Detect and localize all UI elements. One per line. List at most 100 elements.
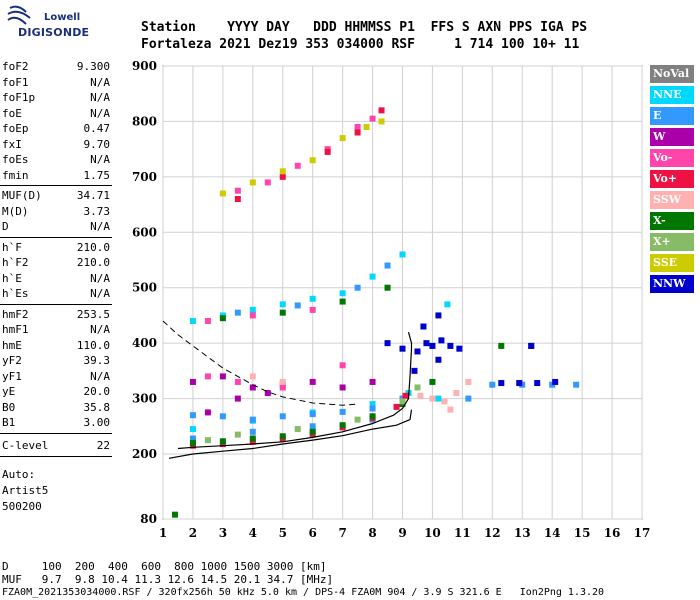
- data-point-e: [249, 428, 256, 435]
- legend-item-x: X+: [650, 233, 694, 251]
- param-name: fxI: [2, 137, 22, 151]
- data-point-ssw: [447, 406, 454, 413]
- auto-line2: Artist5: [2, 483, 49, 497]
- data-point-vo: [249, 312, 256, 319]
- x-tick-label: 5: [279, 526, 287, 540]
- legend-item-e: E: [650, 107, 694, 125]
- param-value: 0.47: [83, 122, 111, 135]
- param-value: N/A: [90, 75, 110, 89]
- x-tick-label: 15: [574, 526, 591, 540]
- data-point-nne: [279, 301, 286, 308]
- param-value: 110.0: [76, 338, 110, 352]
- param-name: foE: [2, 106, 22, 120]
- legend-item-ssw: SSW: [650, 191, 694, 209]
- data-point-ssw: [453, 390, 460, 397]
- data-point-sse: [249, 179, 256, 186]
- data-point-x: [219, 438, 226, 445]
- data-point-x: [309, 428, 316, 435]
- logo-text-lowell: Lowell: [44, 12, 81, 23]
- param-value: 3.00: [83, 416, 111, 429]
- y-tick-label: 500: [132, 281, 157, 295]
- param-yf1: yF1 N/A: [2, 370, 110, 384]
- x-tick-label: 17: [634, 526, 651, 540]
- param-value: 253.5: [76, 307, 110, 321]
- data-point-nnw: [534, 380, 541, 387]
- y-tick-label: 300: [132, 392, 157, 406]
- param-value: 9.300: [76, 60, 110, 73]
- footer-file-info: FZA0M_2021353034000.RSF / 320fx256h 50 k…: [2, 587, 605, 598]
- auto-line3: 500200: [2, 499, 42, 513]
- data-point-vo: [234, 187, 241, 194]
- param-value: 1.75: [83, 168, 111, 182]
- param-foep: foEp 0.47: [2, 122, 110, 136]
- data-point-vo: [234, 196, 241, 203]
- legend-item-vo: Vo+: [650, 170, 694, 188]
- data-point-nnw: [435, 356, 442, 363]
- data-point-vo: [402, 392, 409, 399]
- data-point-nnw: [423, 340, 430, 347]
- legend-item-nne: NNE: [650, 86, 694, 104]
- y-tick-label: 900: [132, 59, 157, 73]
- data-point-nnw: [516, 380, 523, 387]
- data-point-vo: [294, 162, 301, 169]
- data-point-sse: [363, 123, 370, 130]
- data-point-e: [279, 413, 286, 420]
- x-tick-label: 8: [368, 526, 376, 540]
- param-name: foEs: [2, 153, 29, 166]
- data-point-e: [234, 309, 241, 316]
- data-point-vo: [354, 123, 361, 130]
- param-name: B0: [2, 400, 16, 414]
- x-tick-label: 14: [544, 526, 561, 540]
- y-tick-label: 400: [132, 336, 157, 350]
- data-point-vo: [354, 129, 361, 136]
- footer-muf-row: MUF 9.7 9.8 10.4 11.3 12.6 14.5 20.1 34.…: [2, 573, 334, 586]
- param-value: N/A: [90, 220, 110, 233]
- param-foes: foEs N/A: [2, 153, 110, 167]
- data-point-nnw: [384, 340, 391, 347]
- data-point-x: [384, 284, 391, 291]
- param-value: N/A: [90, 153, 110, 166]
- x-tick-label: 6: [309, 526, 317, 540]
- data-point-nnw: [420, 323, 427, 330]
- param-value: 39.3: [83, 354, 111, 367]
- data-point-x: [294, 426, 301, 433]
- param-value: 210.0: [76, 240, 110, 254]
- param-value: N/A: [90, 369, 110, 383]
- x-tick-label: 16: [604, 526, 621, 540]
- data-point-x: [339, 298, 346, 305]
- auto-line1: Auto:: [2, 467, 36, 481]
- param-hes: h`Es N/A: [2, 287, 110, 301]
- data-point-vo: [204, 373, 211, 380]
- data-point-e: [339, 408, 346, 415]
- data-point-nnw: [528, 342, 535, 349]
- data-point-sse: [309, 157, 316, 164]
- param-fof2: foF2 9.300: [2, 60, 110, 74]
- param-name: hmF1: [2, 323, 29, 336]
- param-hf: h`F 210.0: [2, 241, 110, 255]
- param-md: M(D) 3.73: [2, 205, 110, 219]
- param-name: h`F2: [2, 256, 29, 269]
- data-point-w: [204, 409, 211, 416]
- x-tick-label: 7: [338, 526, 346, 540]
- param-name: h`F: [2, 240, 22, 254]
- header-values: Fortaleza 2021 Dez19 353 034000 RSF 1 71…: [141, 37, 580, 52]
- param-value: N/A: [90, 106, 110, 120]
- data-point-x: [234, 431, 241, 438]
- data-point-vo: [234, 378, 241, 385]
- param-name: foF1p: [2, 91, 36, 104]
- data-point-vo: [204, 317, 211, 324]
- x-tick-label: 1: [159, 526, 167, 540]
- data-point-nne: [339, 290, 346, 297]
- data-point-nne: [444, 301, 451, 308]
- param-b0: B0 35.8: [2, 401, 110, 415]
- param-name: yE: [2, 385, 16, 398]
- param-he: h`E N/A: [2, 272, 110, 286]
- data-point-vo: [369, 115, 376, 122]
- data-point-e: [573, 381, 580, 388]
- data-point-vo: [279, 173, 286, 180]
- legend-item-nnw: NNW: [650, 275, 694, 293]
- legend-item-w: W: [650, 128, 694, 146]
- trace-curve: [177, 331, 413, 450]
- data-point-ssw: [441, 398, 448, 405]
- data-point-nnw: [552, 378, 559, 385]
